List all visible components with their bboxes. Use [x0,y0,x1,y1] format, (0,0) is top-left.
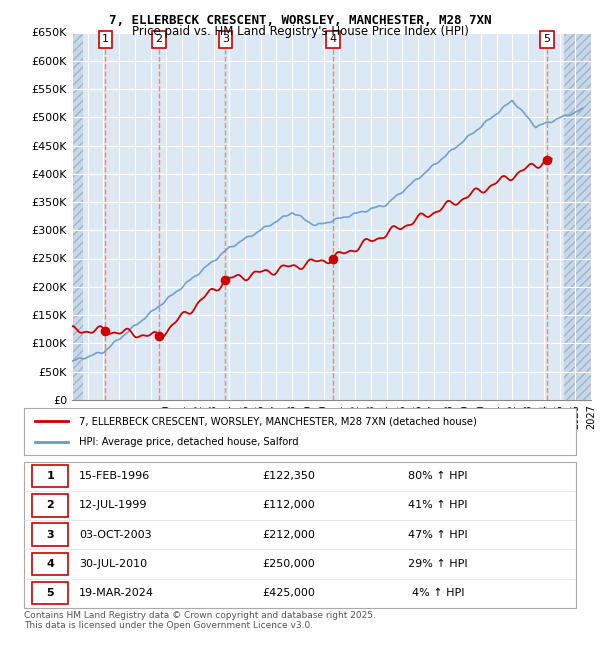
Text: 7, ELLERBECK CRESCENT, WORSLEY, MANCHESTER, M28 7XN (detached house): 7, ELLERBECK CRESCENT, WORSLEY, MANCHEST… [79,416,477,426]
FancyBboxPatch shape [32,523,68,546]
Text: 19-MAR-2024: 19-MAR-2024 [79,588,154,598]
Text: 2: 2 [46,500,54,510]
Text: £250,000: £250,000 [263,559,316,569]
Text: 03-OCT-2003: 03-OCT-2003 [79,530,152,540]
Text: 1: 1 [46,471,54,481]
Text: 30-JUL-2010: 30-JUL-2010 [79,559,148,569]
Text: 5: 5 [544,34,551,44]
Text: HPI: Average price, detached house, Salford: HPI: Average price, detached house, Salf… [79,437,299,447]
Text: Price paid vs. HM Land Registry's House Price Index (HPI): Price paid vs. HM Land Registry's House … [131,25,469,38]
Text: 1: 1 [102,34,109,44]
Text: 29% ↑ HPI: 29% ↑ HPI [408,559,468,569]
FancyBboxPatch shape [32,582,68,604]
Text: 3: 3 [46,530,54,540]
FancyBboxPatch shape [32,552,68,575]
FancyBboxPatch shape [32,494,68,517]
Text: 47% ↑ HPI: 47% ↑ HPI [408,530,468,540]
Text: £122,350: £122,350 [263,471,316,481]
Text: £212,000: £212,000 [263,530,316,540]
Text: 4: 4 [46,559,54,569]
Text: £112,000: £112,000 [263,500,316,510]
Text: 5: 5 [46,588,54,598]
Bar [564,32,596,400]
FancyBboxPatch shape [32,465,68,488]
Text: 3: 3 [222,34,229,44]
Text: Contains HM Land Registry data © Crown copyright and database right 2025.
This d: Contains HM Land Registry data © Crown c… [24,611,376,630]
Text: £425,000: £425,000 [263,588,316,598]
Bar [72,32,83,400]
Text: 12-JUL-1999: 12-JUL-1999 [79,500,148,510]
Text: 80% ↑ HPI: 80% ↑ HPI [408,471,468,481]
Text: 4% ↑ HPI: 4% ↑ HPI [412,588,464,598]
Text: 41% ↑ HPI: 41% ↑ HPI [408,500,468,510]
Text: 7, ELLERBECK CRESCENT, WORSLEY, MANCHESTER, M28 7XN: 7, ELLERBECK CRESCENT, WORSLEY, MANCHEST… [109,14,491,27]
Text: 2: 2 [155,34,163,44]
Text: 15-FEB-1996: 15-FEB-1996 [79,471,151,481]
Text: 4: 4 [329,34,337,44]
